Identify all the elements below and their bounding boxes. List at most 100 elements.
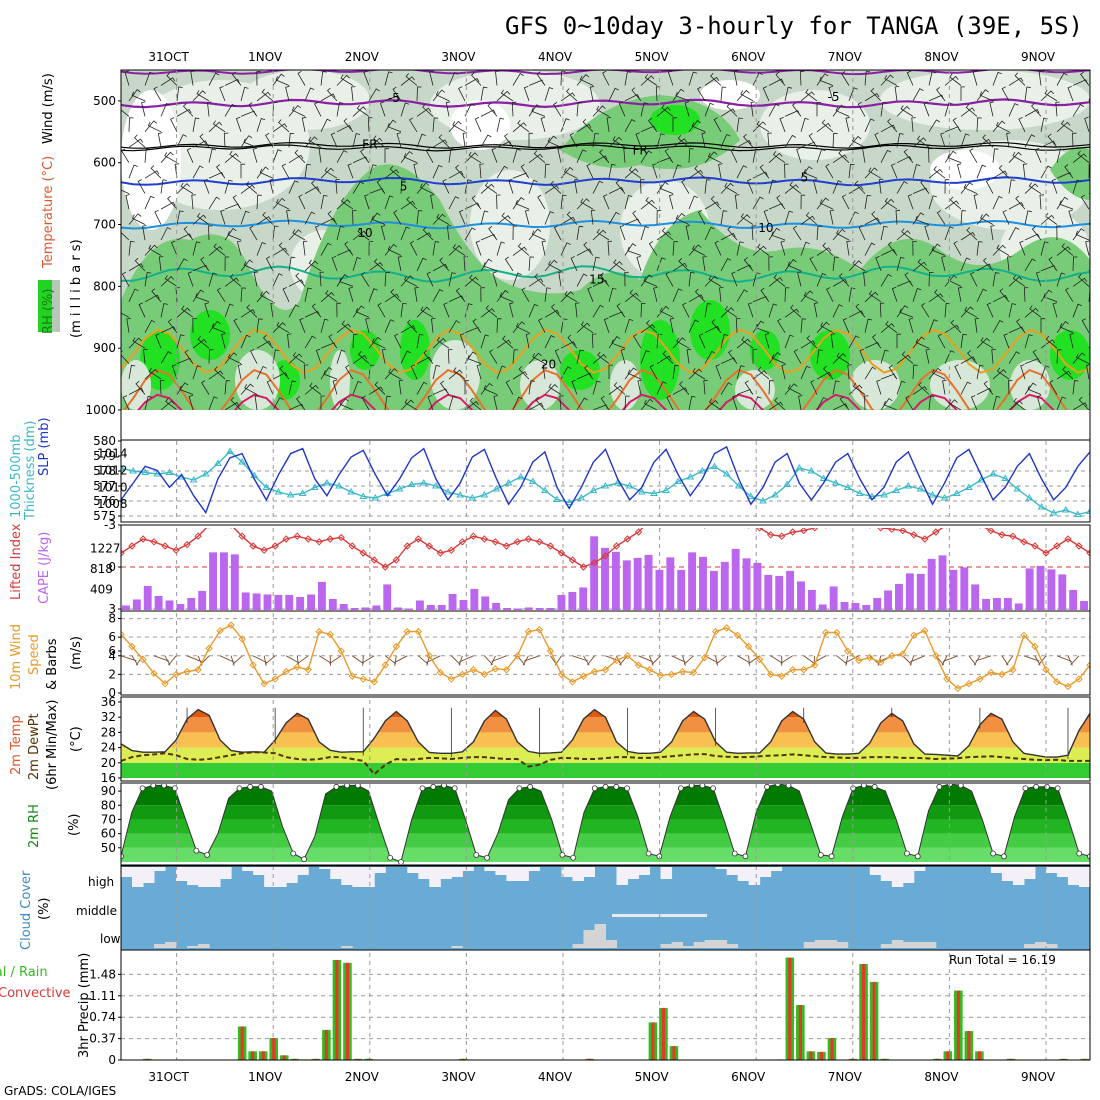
wind-barb (737, 414, 748, 426)
wind-barb (1088, 269, 1090, 272)
wind-barb (336, 225, 345, 241)
wind-barb (512, 122, 527, 133)
wind-barb (128, 241, 135, 256)
rh2m-point (451, 785, 458, 792)
wind-barb (221, 333, 226, 349)
wind-barb (576, 74, 590, 86)
cloud-high-cell (462, 867, 474, 871)
wind-barb (240, 309, 256, 318)
wind-barb (847, 364, 852, 380)
wind-barb (229, 150, 242, 164)
rh-blob-bright (650, 105, 700, 135)
wind-barb (672, 212, 686, 225)
cape-bar (851, 602, 860, 610)
wind10m-barb (168, 655, 177, 666)
wind-barb (743, 257, 754, 272)
wind-barb (323, 370, 338, 380)
wind-barb (868, 290, 882, 303)
wind-barb (768, 351, 781, 364)
cloud-high-cell (264, 867, 276, 887)
wind-barb (620, 348, 626, 364)
wind10m-series-point (1053, 678, 1061, 686)
wind10m-series-point (304, 666, 312, 674)
wind-barb (858, 225, 866, 241)
wind-barb (885, 320, 898, 334)
wind-barb (740, 213, 754, 225)
wind10m-series-point (128, 642, 136, 651)
wind-barb (320, 167, 334, 179)
wind-barb (764, 333, 770, 349)
wind-barb (425, 148, 434, 163)
wind-barb (304, 87, 315, 102)
wind-barb (304, 310, 320, 318)
wind-barb (256, 318, 263, 333)
tick-label: 6 (108, 630, 116, 644)
wind-barb (979, 91, 994, 102)
wind-barb (284, 411, 289, 426)
wind10m-series-point (910, 631, 918, 640)
wind-barb (241, 412, 247, 426)
wind-barb (320, 71, 327, 86)
wind-barb (878, 178, 884, 194)
wind10m-series-point (249, 661, 257, 669)
wind-barb (464, 152, 478, 163)
wind-barb (1012, 274, 1026, 287)
wind-barb (368, 262, 384, 272)
wind-barb (472, 318, 482, 333)
wind-barb (816, 122, 831, 133)
wind-barb (859, 348, 866, 364)
wind-barb (182, 103, 194, 117)
wind10m-series-point (1042, 666, 1050, 674)
wind-barb (515, 199, 530, 210)
wind-barb (921, 302, 930, 318)
lifted-index-series-point (271, 542, 279, 550)
wind-barb (903, 148, 914, 163)
wind-barb (768, 277, 783, 287)
wind-barb (566, 414, 578, 425)
wind-barb (303, 364, 309, 380)
wind-barb (1075, 230, 1090, 241)
wind-barb (991, 349, 996, 364)
wind-barb (153, 86, 162, 102)
cloud-low-cell (671, 942, 684, 948)
wind-barb (141, 101, 146, 117)
wind-barb (560, 242, 571, 256)
wind-barb (960, 381, 972, 395)
wind-barb (838, 150, 850, 163)
lifted-index-series-point (888, 528, 896, 533)
wind-barb (416, 232, 432, 241)
wind-barb (272, 372, 288, 380)
wind10m-barb (715, 655, 718, 666)
wind-barb (704, 350, 716, 364)
wind-barb (1040, 140, 1056, 148)
lifted-index-series-point (348, 542, 356, 550)
wind-barb (828, 86, 834, 102)
wind-barb (304, 260, 319, 272)
wind-barb (512, 321, 526, 333)
cloud-high-cell (715, 867, 728, 869)
wind-barb (371, 215, 386, 225)
wind-barb (682, 302, 690, 318)
wind-barb (784, 134, 797, 148)
wind-barb (1072, 256, 1078, 271)
wind-barb (688, 70, 689, 71)
wind-barb (812, 178, 818, 194)
wind-barb (256, 91, 271, 102)
precip-convective-bar (935, 1058, 939, 1060)
wind-barb (736, 139, 752, 148)
day-label-top: 5NOV (635, 50, 670, 64)
wind-barb (752, 72, 763, 86)
cape-bar (328, 598, 337, 610)
wind-barb (128, 89, 141, 102)
wind-barb (403, 153, 418, 164)
wind-barb (912, 287, 922, 302)
wind-barb (196, 212, 210, 225)
wind-barb (417, 70, 418, 71)
rh2m-point (247, 784, 254, 790)
wind-barb (759, 164, 770, 179)
wind-barb (592, 229, 607, 241)
wind-barb (495, 70, 500, 86)
wind-barb (368, 88, 380, 102)
wind-barb (792, 225, 802, 241)
wind-barb (763, 209, 770, 225)
